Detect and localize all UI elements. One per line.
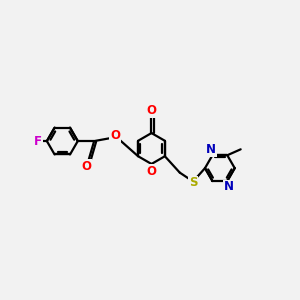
Text: O: O [146, 104, 157, 117]
Text: F: F [34, 135, 42, 148]
Text: N: N [224, 180, 234, 194]
Text: N: N [206, 143, 216, 156]
Text: O: O [146, 165, 157, 178]
Text: O: O [81, 160, 92, 172]
Text: O: O [110, 129, 120, 142]
Text: S: S [189, 176, 197, 190]
